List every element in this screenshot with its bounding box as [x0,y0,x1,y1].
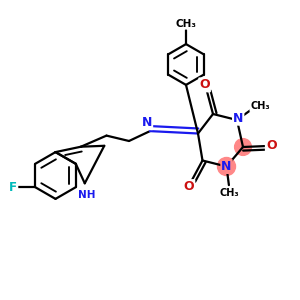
Text: O: O [266,139,277,152]
Text: O: O [184,180,194,193]
Text: CH₃: CH₃ [220,188,239,198]
Text: N: N [142,116,152,129]
Text: O: O [199,78,210,92]
Text: N: N [233,112,243,125]
Circle shape [235,139,251,155]
Circle shape [218,158,236,175]
Text: NH: NH [77,190,95,200]
Text: F: F [9,181,17,194]
Text: CH₃: CH₃ [176,19,197,29]
Text: N: N [221,160,232,173]
Text: CH₃: CH₃ [250,101,270,111]
